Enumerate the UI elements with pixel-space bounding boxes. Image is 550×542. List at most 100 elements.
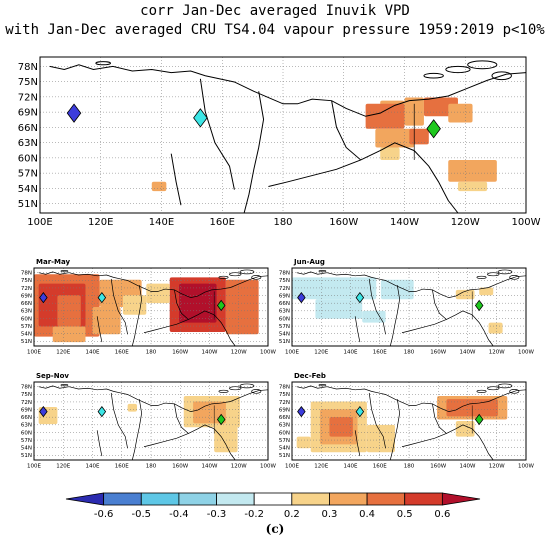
latitude-tick-label: 54N: [21, 446, 32, 452]
colorbar-swatch: [253, 492, 293, 506]
colorbar-label: 0.4: [359, 509, 375, 520]
latitude-tick-label: 51N: [21, 453, 32, 459]
longitude-tick-label: 160E: [210, 217, 235, 228]
latitude-tick-label: 51N: [279, 453, 290, 459]
longitude-tick-label: 160W: [172, 350, 188, 356]
arctic-island: [467, 60, 498, 70]
longitude-tick-label: 140E: [149, 217, 174, 228]
correlation-field: [146, 283, 170, 304]
longitude-tick-label: 140W: [202, 350, 218, 356]
marker-blue: [297, 291, 306, 304]
longitude-tick-label: 160W: [430, 350, 446, 356]
longitude-tick-label: 140W: [460, 464, 476, 470]
colorbar-swatch: [291, 492, 330, 506]
latitude-tick-label: 54N: [279, 332, 290, 338]
latitude-tick-label: 60N: [21, 430, 32, 436]
longitude-tick-label: 160W: [430, 464, 446, 470]
longitude-tick-label: 140W: [460, 350, 476, 356]
arctic-island: [497, 383, 513, 389]
colorbar-swatch: [103, 492, 142, 506]
correlation-field: [122, 295, 147, 315]
latitude-tick-label: 69N: [18, 108, 38, 119]
colorbar-swatch: [140, 492, 180, 506]
arctic-island: [487, 386, 500, 391]
latitude-tick-label: 51N: [18, 199, 38, 210]
correlation-field: [151, 181, 167, 192]
figure-title-line-1: corr Jan-Dec averaged Inuvik VPD: [140, 3, 410, 19]
correlation-field: [214, 424, 238, 453]
latitude-tick-label: 60N: [279, 316, 290, 322]
arctic-island: [509, 275, 520, 280]
coastline: [38, 271, 269, 299]
correlation-field: [315, 299, 363, 319]
colorbar-label: 0.6: [434, 509, 450, 520]
map-frame: [291, 381, 527, 461]
longitude-tick-label: 180: [404, 464, 415, 470]
panel-label: Dec-Feb: [294, 372, 326, 380]
longitude-tick-label: 160E: [115, 464, 129, 470]
longitude-tick-label: 120W: [451, 217, 480, 228]
latitude-tick-label: 66N: [279, 415, 290, 421]
panel-label: Mar-May: [36, 258, 71, 266]
correlation-field: [375, 128, 415, 148]
marker-green: [474, 299, 484, 312]
correlation-field: [57, 295, 81, 327]
colorbar-swatch: [178, 492, 217, 506]
arctic-island: [229, 386, 242, 391]
figure-title-line-2: with Jan-Dec averaged CRU TS4.04 vapour …: [5, 22, 545, 38]
arctic-island: [95, 61, 111, 66]
marker-cyan: [355, 405, 365, 418]
longitude-tick-label: 160E: [373, 350, 387, 356]
latitude-tick-label: 66N: [279, 301, 290, 307]
coastline: [354, 430, 361, 457]
latitude-tick-label: 51N: [279, 339, 290, 345]
longitude-tick-label: 140E: [86, 464, 100, 470]
map-frame: [39, 56, 527, 214]
coastline: [143, 433, 189, 448]
marker-cyan: [193, 108, 208, 128]
correlation-field: [488, 322, 503, 334]
longitude-tick-label: 100W: [260, 464, 276, 470]
correlation-field: [329, 417, 353, 437]
coastline: [131, 399, 142, 461]
colorbar: -0.6 -0.5 -0.4 -0.3 -0.2 0.2 0.3 0.4 0.5 0.6: [65, 492, 481, 520]
longitude-tick-label: 140W: [202, 464, 218, 470]
latitude-tick-label: 72N: [21, 286, 32, 292]
longitude-tick-label: 160W: [329, 217, 358, 228]
correlation-field: [455, 289, 475, 300]
colorbar-swatch: [404, 492, 443, 506]
latitude-tick-label: 51N: [21, 339, 32, 345]
longitude-tick-label: 180: [146, 464, 157, 470]
longitude-tick-label: 100E: [27, 350, 41, 356]
latitude-tick-label: 57N: [21, 438, 32, 444]
correlation-field: [179, 283, 217, 323]
longitude-tick-label: 180: [146, 350, 157, 356]
latitude-tick-label: 78N: [279, 271, 290, 277]
longitude-tick-label: 120W: [489, 464, 505, 470]
latitude-tick-label: 69N: [279, 407, 290, 413]
coastline: [199, 78, 235, 190]
marker-blue: [297, 405, 306, 418]
coastline: [296, 271, 527, 299]
latitude-tick-label: 75N: [21, 278, 32, 284]
colorbar-label: -0.4: [169, 509, 189, 520]
correlation-field: [448, 159, 497, 182]
latitude-tick-label: 72N: [21, 400, 32, 406]
marker-blue: [39, 405, 48, 418]
longitude-tick-label: 100W: [518, 350, 534, 356]
longitude-tick-label: 160E: [115, 350, 129, 356]
marker-blue: [66, 103, 82, 123]
longitude-tick-label: 100E: [285, 350, 299, 356]
longitude-tick-label: 100W: [260, 350, 276, 356]
colorbar-label: -0.2: [244, 509, 264, 520]
marker-green: [474, 413, 484, 426]
correlation-field: [365, 103, 405, 129]
latitude-tick-label: 66N: [21, 301, 32, 307]
latitude-tick-label: 78N: [21, 271, 32, 277]
map-frame: [33, 267, 269, 347]
arctic-island: [251, 389, 262, 394]
latitude-tick-label: 63N: [21, 423, 32, 429]
longitude-tick-label: 120W: [231, 464, 247, 470]
